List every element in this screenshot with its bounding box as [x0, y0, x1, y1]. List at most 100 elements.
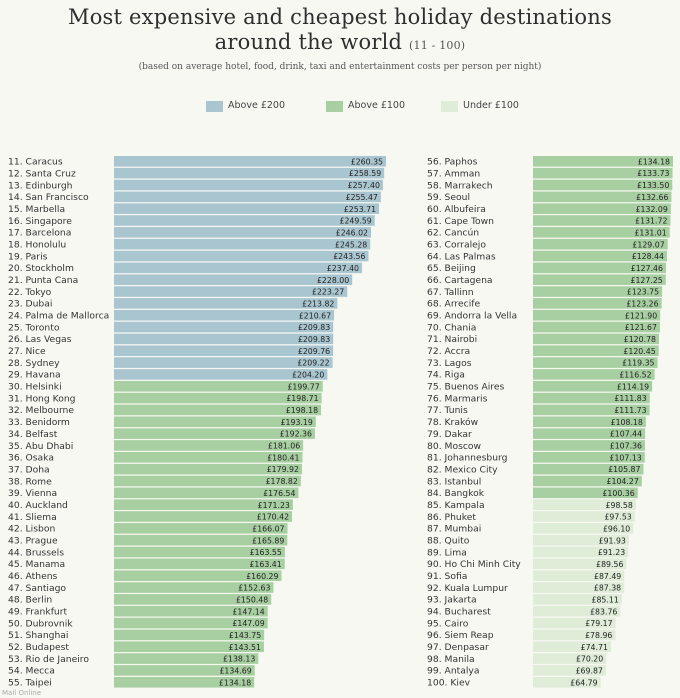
bar-left-11: [114, 286, 348, 297]
bar-left-33: [114, 546, 285, 558]
value-label: £204.20: [292, 371, 324, 380]
bar-right-29: [533, 499, 636, 510]
value-label: £143.51: [229, 643, 261, 652]
value-label: £199.77: [287, 382, 319, 391]
bar-right-13: [533, 309, 661, 321]
bar-right-10: [533, 274, 666, 285]
bar-left-41: [114, 641, 264, 653]
category-label: 98. Manila: [427, 654, 475, 665]
bar-left-17: [114, 357, 333, 368]
bar-left-0: [114, 156, 386, 167]
value-label: £121.90: [625, 311, 657, 320]
value-label: £132.09: [636, 205, 668, 214]
category-label: 42. Lisbon: [8, 524, 55, 535]
category-label: 25. Toronto: [8, 322, 60, 333]
value-label: £152.63: [238, 584, 270, 593]
category-label: 20. Stockholm: [8, 263, 74, 274]
value-label: £89.56: [596, 560, 623, 569]
value-label: £134.18: [219, 678, 251, 687]
value-label: £105.87: [608, 465, 640, 474]
category-label: 50. Dubrovnik: [8, 618, 73, 629]
bar-right-7: [533, 238, 668, 250]
category-label: 67. Tallinn: [427, 287, 474, 298]
category-label: 69. Andorra la Vella: [427, 311, 517, 322]
category-label: 24. Palma de Mallorca: [8, 311, 109, 322]
category-label: 62. Cancún: [427, 228, 479, 239]
value-label: £143.75: [229, 631, 261, 640]
value-label: £64.79: [570, 678, 597, 687]
bar-right-5: [533, 215, 671, 226]
category-label: 57. Amman: [427, 168, 480, 179]
category-label: 19. Paris: [8, 251, 48, 262]
category-label: 96. Siem Reap: [427, 630, 494, 641]
value-label: £107.36: [610, 442, 642, 451]
category-label: 46. Athens: [8, 571, 58, 582]
chart-title-line1: Most expensive and cheapest holiday dest…: [68, 5, 612, 29]
bar-right-26: [533, 463, 644, 475]
category-label: 31. Hong Kong: [8, 393, 75, 404]
value-label: £223.27: [312, 288, 344, 297]
category-label: 41. Sliema: [8, 512, 57, 523]
value-label: £100.36: [602, 489, 634, 498]
value-label: £74.71: [581, 643, 608, 652]
value-label: £120.45: [623, 347, 655, 356]
bar-left-27: [114, 475, 301, 487]
value-label: £70.20: [576, 655, 603, 664]
category-label: 40. Auckland: [8, 500, 68, 511]
value-label: £138.13: [223, 655, 255, 664]
bar-left-29: [114, 499, 293, 510]
category-label: 83. Istanbul: [427, 476, 481, 487]
bar-right-12: [533, 298, 662, 309]
category-label: 38. Rome: [8, 476, 52, 487]
bar-left-43: [114, 665, 255, 676]
value-label: £120.78: [624, 335, 656, 344]
value-label: £87.49: [594, 572, 621, 581]
category-label: 93. Jakarta: [427, 595, 477, 606]
category-label: 63. Corralejo: [427, 239, 486, 250]
value-label: £85.11: [592, 595, 619, 604]
bar-left-28: [114, 487, 299, 499]
bar-left-19: [114, 380, 323, 392]
category-label: 76. Marmaris: [427, 393, 488, 404]
value-label: £166.07: [252, 524, 284, 533]
value-label: £249.59: [340, 217, 372, 226]
chart-title-line2: around the world (11 - 100): [0, 30, 680, 58]
category-label: 15. Marbella: [8, 204, 65, 215]
category-label: 81. Johannesburg: [427, 453, 508, 464]
category-label: 44. Brussels: [8, 547, 64, 558]
category-label: 68. Arrecife: [427, 299, 480, 310]
bar-right-17: [533, 357, 658, 368]
bar-left-2: [114, 179, 383, 191]
category-label: 91. Sofia: [427, 571, 467, 582]
value-label: £147.14: [232, 607, 264, 616]
category-label: 48. Berlin: [8, 595, 52, 606]
bar-left-24: [114, 440, 304, 451]
category-label: 72. Accra: [427, 346, 470, 357]
value-label: £132.66: [636, 193, 668, 202]
value-label: £160.29: [246, 572, 278, 581]
bar-right-37: [533, 594, 622, 605]
bar-right-25: [533, 452, 645, 463]
category-label: 97. Denpasar: [427, 642, 489, 653]
bar-left-4: [114, 203, 380, 214]
bar-left-1: [114, 167, 385, 179]
value-label: £131.72: [635, 217, 667, 226]
bar-left-16: [114, 345, 334, 357]
bar-left-30: [114, 511, 293, 522]
bar-right-21: [533, 404, 650, 416]
category-label: 22. Tokyo: [8, 287, 52, 298]
value-label: £69.87: [576, 667, 603, 676]
value-label: £123.26: [626, 299, 658, 308]
category-label: 53. Rio de Janeiro: [8, 654, 89, 665]
value-label: £210.67: [299, 311, 331, 320]
bar-right-20: [533, 392, 650, 404]
bar-right-32: [533, 534, 629, 546]
legend-label-above-200: Above £200: [228, 100, 286, 111]
bar-right-43: [533, 665, 606, 676]
category-label: 52. Budapest: [8, 642, 69, 653]
category-label: 85. Kampala: [427, 500, 485, 511]
value-label: £83.76: [590, 607, 617, 616]
value-label: £111.83: [614, 394, 646, 403]
bar-right-35: [533, 570, 625, 581]
